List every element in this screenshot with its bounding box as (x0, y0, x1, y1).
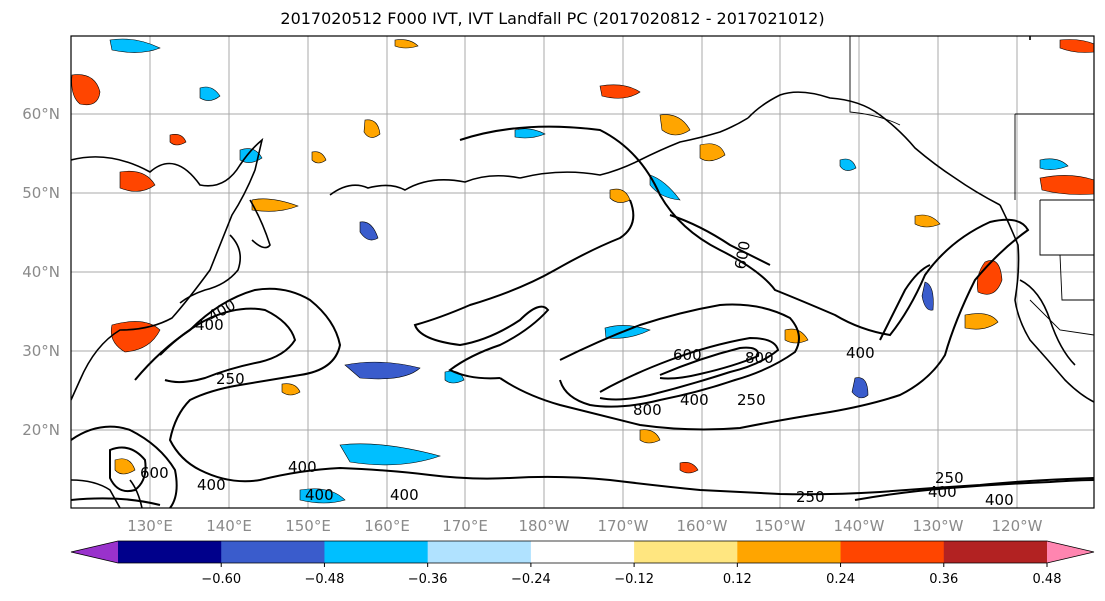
ivt-contours (71, 125, 1094, 508)
colorbar-tick-label: 0.36 (929, 572, 958, 587)
contour-label: 400 (197, 476, 226, 494)
contour-label: 400 (928, 483, 957, 501)
lon-label: 170°W (598, 517, 649, 535)
colorbar-segment (427, 541, 532, 563)
coastlines (71, 36, 1094, 508)
contour-label: 400 (985, 491, 1014, 509)
contour-label: 400 (288, 458, 317, 476)
latitude-labels: 60°N 50°N 40°N 30°N 20°N (22, 105, 60, 439)
contour-label: 600 (140, 464, 169, 482)
contour-label: 400 (305, 486, 334, 504)
lon-label: 180°W (519, 517, 570, 535)
longitude-labels: 130°E 140°E 150°E 160°E 170°E 180°W 170°… (127, 517, 1042, 535)
colorbar-segment (737, 541, 842, 563)
contour-label: 250 (216, 370, 245, 388)
colorbar-tick-label: −0.36 (408, 572, 448, 587)
colorbar-tick-label: −0.24 (511, 572, 551, 587)
contour-label: 250 (935, 469, 964, 487)
lon-label: 150°E (285, 517, 331, 535)
lon-label: 140°W (834, 517, 885, 535)
contour-label: 400 (195, 316, 224, 334)
colorbar-tick-label: −0.60 (201, 572, 241, 587)
colorbar-tick-label: −0.48 (305, 572, 345, 587)
colorbar-segment (118, 541, 222, 563)
colorbar: −0.60 −0.48 −0.36 −0.24 −0.12 0.12 0.24 0.36 0.4… (70, 540, 1095, 587)
lon-label: 120°W (992, 517, 1043, 535)
colorbar-segment (943, 541, 1048, 563)
lon-label: 160°W (677, 517, 728, 535)
colorbar-segment (634, 541, 738, 563)
colorbar-tick-label: −0.12 (614, 572, 654, 587)
colorbar-segment (324, 541, 429, 563)
contour-label: 800 (633, 401, 662, 419)
lat-label: 50°N (22, 184, 60, 202)
colorbar-tick-label: 0.24 (826, 572, 855, 587)
map-title: 2017020512 F000 IVT, IVT Landfall PC (20… (280, 9, 825, 28)
lat-label: 20°N (22, 421, 60, 439)
pc-shading (71, 38, 1094, 504)
contour-label: 600 (673, 346, 702, 364)
lat-label: 40°N (22, 263, 60, 281)
lon-label: 160°E (364, 517, 410, 535)
lon-label: 170°E (442, 517, 488, 535)
contour-label: 250 (737, 391, 766, 409)
borders (849, 36, 1094, 336)
contour-label: 400 (680, 391, 709, 409)
lon-label: 140°E (206, 517, 252, 535)
colorbar-extend-max (1047, 541, 1094, 563)
contour-label: 600 (731, 239, 754, 270)
lon-label: 130°E (127, 517, 173, 535)
contour-label: 250 (796, 488, 825, 506)
colorbar-segment (840, 541, 945, 563)
lat-label: 60°N (22, 105, 60, 123)
colorbar-tick-label: 0.12 (723, 572, 752, 587)
lon-label: 150°W (755, 517, 806, 535)
colorbar-tick-label: 0.48 (1033, 572, 1062, 587)
contour-label: 400 (390, 486, 419, 504)
contour-label: 400 (846, 344, 875, 362)
lon-label: 130°W (913, 517, 964, 535)
colorbar-extend-min (71, 541, 118, 563)
contour-label: 800 (745, 349, 774, 367)
lat-label: 30°N (22, 342, 60, 360)
colorbar-segment (530, 541, 635, 563)
colorbar-segment (221, 541, 325, 563)
